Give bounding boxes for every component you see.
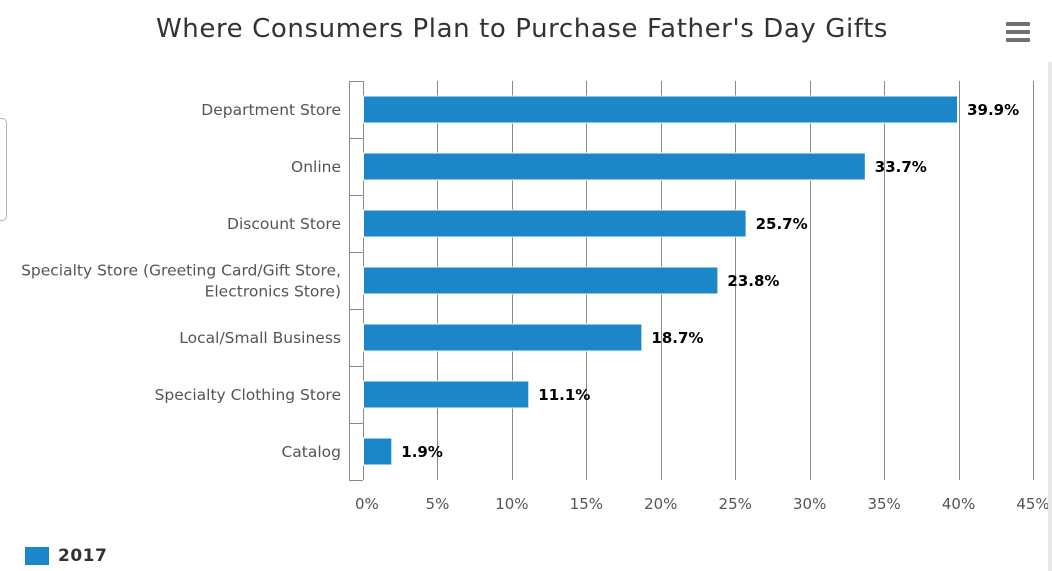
legend-label: 2017 xyxy=(58,546,108,566)
value-axis-tick-label: 0% xyxy=(355,495,379,513)
bar[interactable] xyxy=(363,437,393,466)
legend-item-2017[interactable]: 2017 xyxy=(25,546,107,566)
bar-data-label: 23.8% xyxy=(727,272,779,290)
value-axis-tick-label: 20% xyxy=(644,495,677,513)
scroll-edge xyxy=(1048,62,1052,571)
value-axis-tick-label: 30% xyxy=(793,495,826,513)
bar[interactable] xyxy=(363,152,866,181)
bar-data-label: 11.1% xyxy=(538,386,590,404)
category-label: Online xyxy=(291,158,341,176)
bar[interactable] xyxy=(363,209,747,238)
bar-data-label: 18.7% xyxy=(651,329,703,347)
chart-menu-button[interactable] xyxy=(1004,20,1032,44)
legend-swatch xyxy=(25,547,49,565)
value-axis-tick-label: 45% xyxy=(1016,495,1049,513)
bar[interactable] xyxy=(363,323,643,352)
hamburger-menu-icon-bar xyxy=(1006,30,1030,34)
hamburger-menu-icon-bar xyxy=(1006,38,1030,42)
chart-title: Where Consumers Plan to Purchase Father'… xyxy=(156,14,888,44)
bar-data-label: 33.7% xyxy=(875,158,927,176)
value-axis-tick-label: 15% xyxy=(570,495,603,513)
category-labels: Department Store Online Discount Store Spec… xyxy=(21,101,341,461)
bar-data-label: 25.7% xyxy=(756,215,808,233)
value-axis-ticks: 0% 5% 10% 15% 20% 25% 30% 35% 40% 45% xyxy=(355,495,1050,513)
bar-series xyxy=(363,95,959,466)
value-axis-tick-label: 5% xyxy=(426,495,450,513)
value-axis-tick-label: 35% xyxy=(867,495,900,513)
bar[interactable] xyxy=(363,95,959,124)
hamburger-menu-icon xyxy=(1006,22,1030,26)
value-axis-tick-label: 10% xyxy=(495,495,528,513)
category-label: Local/Small Business xyxy=(179,329,341,347)
bar-data-label: 1.9% xyxy=(401,443,443,461)
category-label: Specialty Store (Greeting Card/Gift Stor… xyxy=(21,262,341,280)
value-axis-tick-label: 40% xyxy=(942,495,975,513)
category-label: Electronics Store) xyxy=(205,283,341,301)
category-axis xyxy=(349,81,363,481)
value-axis-tick-label: 25% xyxy=(719,495,752,513)
bar[interactable] xyxy=(363,380,530,409)
category-label: Specialty Clothing Store xyxy=(155,386,341,404)
bar-data-label: 39.9% xyxy=(967,101,1019,119)
category-label: Department Store xyxy=(201,101,341,119)
data-labels: 39.9% 33.7% 25.7% 23.8% 18.7% 11.1% 1.9% xyxy=(401,101,1019,461)
category-label: Discount Store xyxy=(227,215,341,233)
side-panel-handle[interactable] xyxy=(0,118,7,221)
bar[interactable] xyxy=(363,266,719,295)
category-label: Catalog xyxy=(281,443,341,461)
